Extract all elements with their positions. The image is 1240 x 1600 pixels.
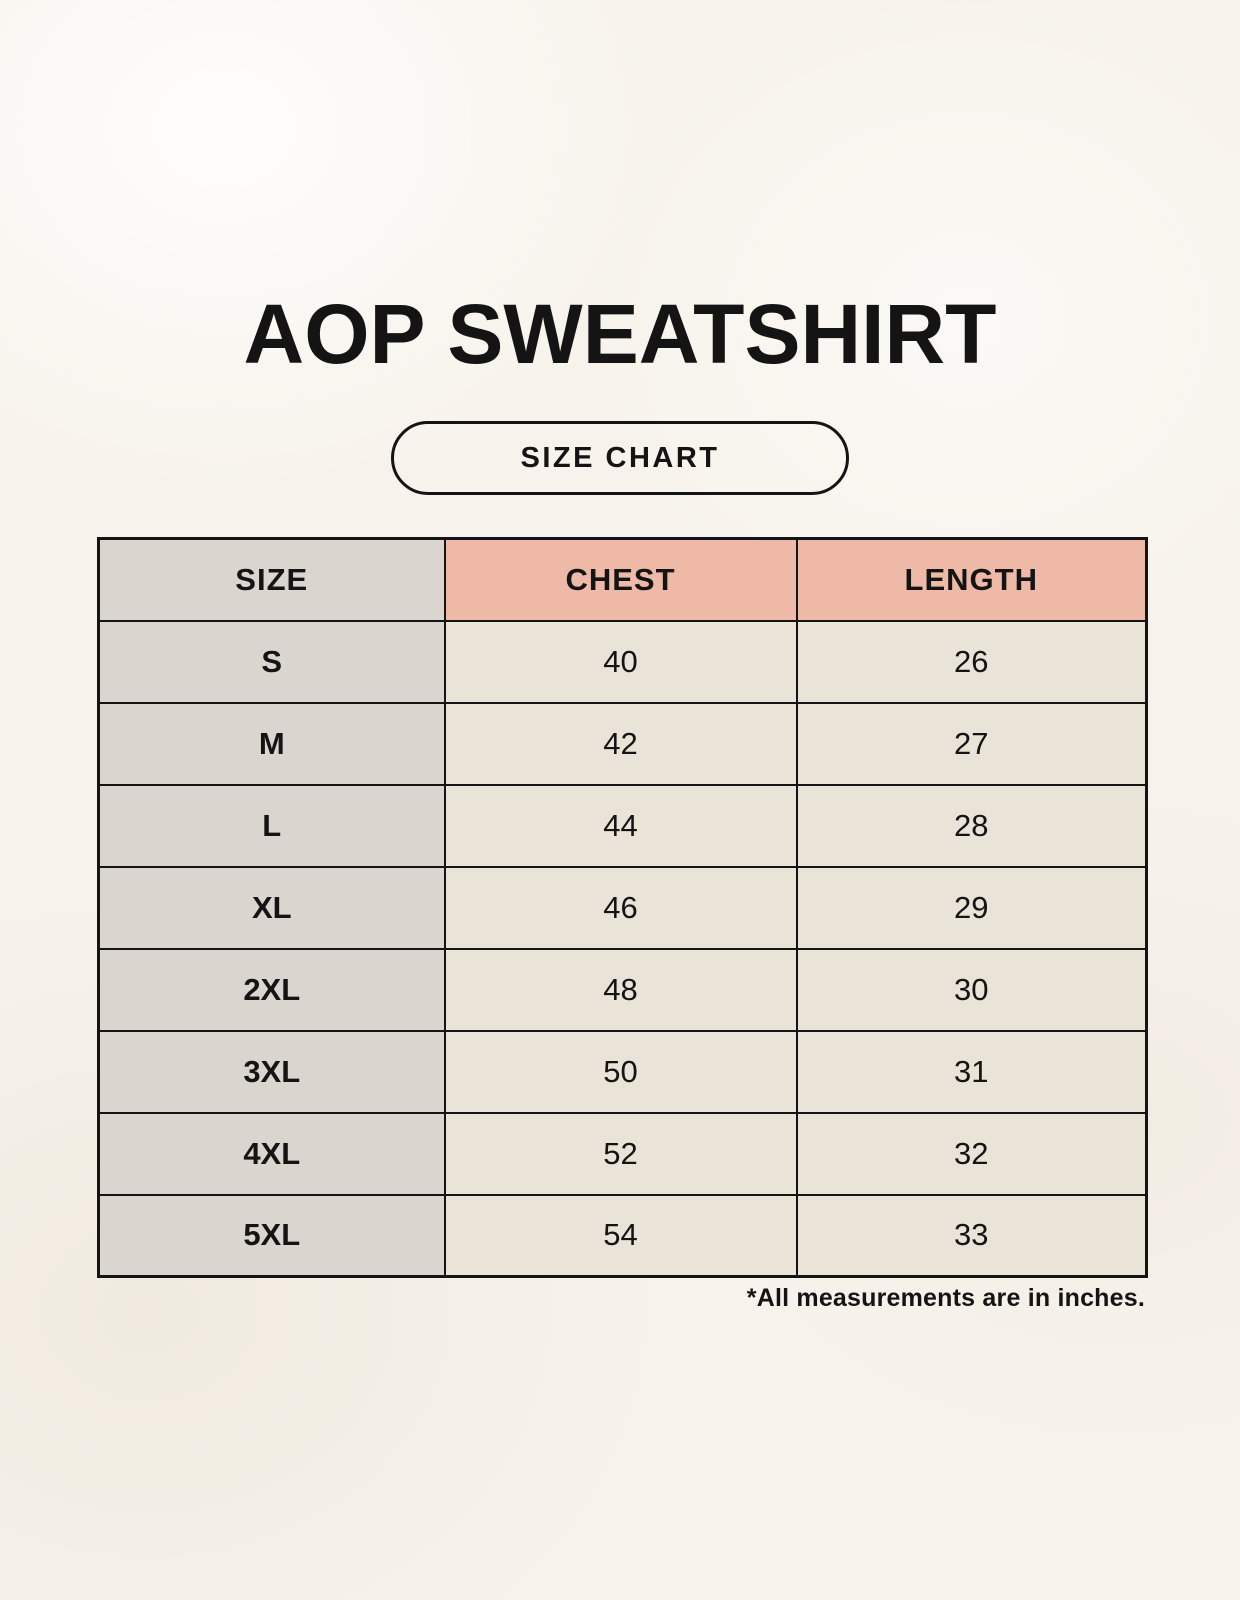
length-value: 31	[795, 1029, 1148, 1114]
length-value: 28	[795, 783, 1148, 868]
table-row: XL 46 29	[97, 865, 1148, 950]
column-header-chest: CHEST	[443, 537, 798, 622]
table-row: S 40 26	[97, 619, 1148, 704]
size-chart-badge-label: SIZE CHART	[520, 441, 720, 474]
size-label: 3XL	[97, 1029, 446, 1114]
column-header-size: SIZE	[97, 537, 446, 622]
page-title: AOP SWEATSHIRT	[243, 287, 997, 381]
length-value: 29	[795, 865, 1148, 950]
table-row: 2XL 48 30	[97, 947, 1148, 1032]
chest-value: 46	[443, 865, 798, 950]
table-header: SIZE CHEST LENGTH	[97, 537, 1148, 622]
size-label: S	[97, 619, 446, 704]
length-value: 33	[795, 1193, 1148, 1278]
chest-value: 52	[443, 1111, 798, 1196]
size-label: XL	[97, 865, 446, 950]
header-row: SIZE CHEST LENGTH	[97, 537, 1148, 622]
chest-value: 54	[443, 1193, 798, 1278]
size-label: 4XL	[97, 1111, 446, 1196]
table-body: S 40 26 M 42 27 L 44 28 XL 46 29 2XL 48 30 3XL 50 31 4XL 52…	[97, 619, 1148, 1278]
measurements-footnote: *All measurements are in inches.	[746, 1284, 1145, 1312]
size-chart-badge: SIZE CHART	[391, 421, 849, 495]
chest-value: 50	[443, 1029, 798, 1114]
size-chart-table: SIZE CHEST LENGTH S 40 26 M 42 27 L 44 28 XL 46 29 2…	[97, 537, 1148, 1278]
chest-value: 40	[443, 619, 798, 704]
size-label: 5XL	[97, 1193, 446, 1278]
chest-value: 44	[443, 783, 798, 868]
length-value: 26	[795, 619, 1148, 704]
size-label: 2XL	[97, 947, 446, 1032]
table-row: M 42 27	[97, 701, 1148, 786]
size-label: M	[97, 701, 446, 786]
length-value: 32	[795, 1111, 1148, 1196]
length-value: 27	[795, 701, 1148, 786]
length-value: 30	[795, 947, 1148, 1032]
table-row: L 44 28	[97, 783, 1148, 868]
size-label: L	[97, 783, 446, 868]
chest-value: 42	[443, 701, 798, 786]
chest-value: 48	[443, 947, 798, 1032]
table-row: 3XL 50 31	[97, 1029, 1148, 1114]
table-row: 4XL 52 32	[97, 1111, 1148, 1196]
table-row: 5XL 54 33	[97, 1193, 1148, 1278]
column-header-length: LENGTH	[795, 537, 1148, 622]
